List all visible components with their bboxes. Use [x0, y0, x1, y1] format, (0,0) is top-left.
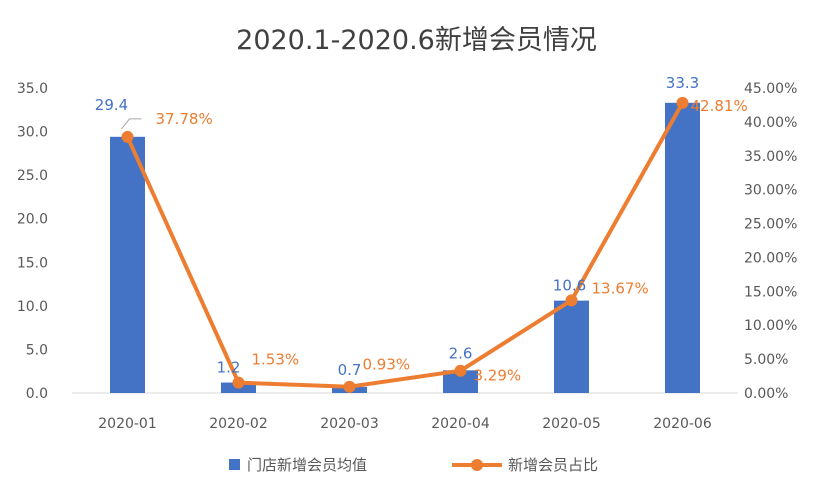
- bar-data-label: 29.4: [95, 96, 128, 114]
- y-right-tick-label: 45.00%: [744, 81, 797, 97]
- y-left-tick-label: 35.0: [17, 81, 48, 97]
- bar-data-label: 2.6: [449, 344, 473, 362]
- line-data-label: 0.93%: [363, 356, 411, 374]
- legend-label-line: 新增会员占比: [508, 456, 598, 474]
- line-data-label: 1.53%: [252, 351, 300, 369]
- x-tick-label: 2020-01: [98, 416, 157, 432]
- line-point: [343, 380, 356, 393]
- line-point: [565, 294, 578, 307]
- bar-data-label: 33.3: [666, 74, 699, 92]
- line-point: [232, 376, 245, 389]
- legend-swatch-marker: [471, 459, 483, 471]
- line-data-label: 42.81%: [691, 97, 748, 115]
- y-right-tick-label: 40.00%: [744, 115, 797, 131]
- x-tick-label: 2020-06: [653, 416, 712, 432]
- y-right-tick-label: 30.00%: [744, 183, 797, 199]
- bar-data-label: 0.7: [338, 361, 362, 379]
- leader-line: [121, 118, 142, 130]
- legend-swatch-bar: [229, 459, 240, 470]
- y-right-tick-label: 10.00%: [744, 318, 797, 334]
- y-left-tick-label: 20.0: [17, 212, 48, 228]
- chart-title: 2020.1-2020.6新增会员情况: [236, 25, 597, 56]
- bar: [110, 136, 145, 394]
- y-right-tick-label: 20.00%: [744, 250, 797, 266]
- x-tick-label: 2020-04: [431, 416, 490, 432]
- bar: [443, 370, 478, 393]
- y-left-tick-label: 0.0: [26, 386, 48, 402]
- y-right-tick-label: 15.00%: [744, 284, 797, 300]
- line-data-label: 37.78%: [156, 110, 213, 128]
- y-right-tick-label: 5.00%: [744, 352, 788, 368]
- bar: [554, 300, 589, 393]
- line-point: [121, 130, 134, 143]
- bar: [665, 102, 700, 394]
- line-point: [676, 96, 689, 109]
- bar-data-label: 1.2: [217, 359, 241, 377]
- x-tick-label: 2020-05: [542, 416, 601, 432]
- y-right-tick-label: 0.00%: [744, 386, 788, 402]
- y-right-tick-label: 25.00%: [744, 217, 797, 233]
- line-data-label: 3.29%: [474, 367, 522, 385]
- y-left-tick-label: 25.0: [17, 168, 48, 184]
- line-point: [454, 364, 467, 377]
- y-left-tick-label: 30.0: [17, 125, 48, 141]
- y-left-tick-label: 15.0: [17, 255, 48, 271]
- y-right-tick-label: 35.00%: [744, 149, 797, 165]
- y-left-tick-label: 10.0: [17, 299, 48, 315]
- x-tick-label: 2020-03: [320, 416, 379, 432]
- bar-data-label: 10.6: [553, 277, 586, 295]
- legend-label-bar: 门店新增会员均值: [247, 456, 367, 474]
- line-series: [125, 101, 685, 389]
- line-data-label: 13.67%: [592, 279, 649, 297]
- y-left-tick-label: 5.0: [26, 342, 48, 358]
- x-tick-label: 2020-02: [209, 416, 268, 432]
